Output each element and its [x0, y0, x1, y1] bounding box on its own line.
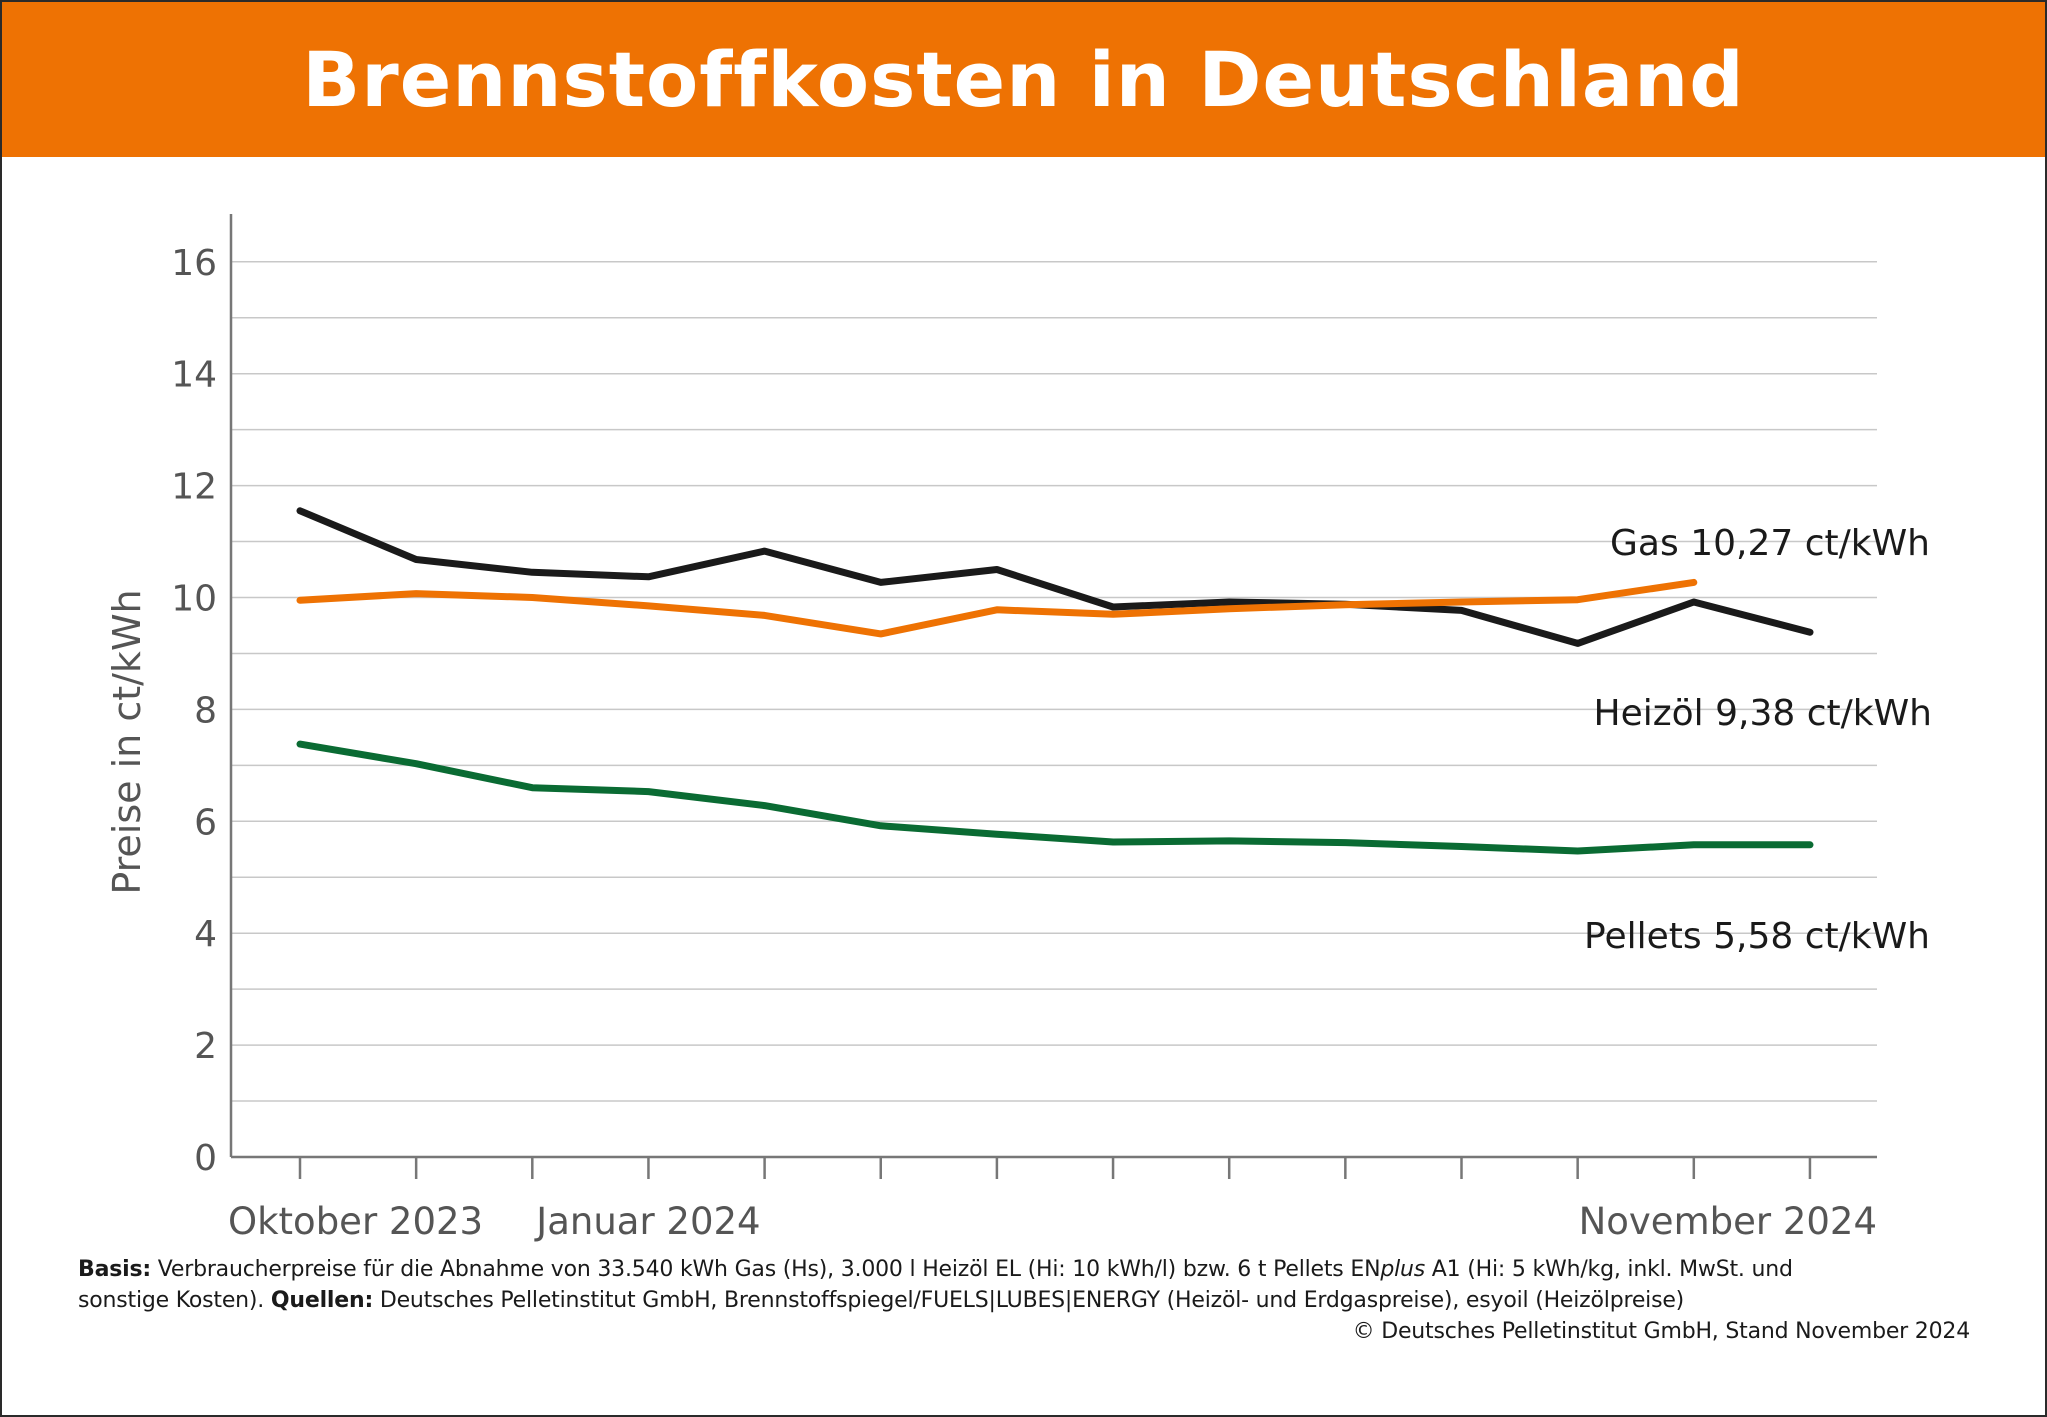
y-tick-label: 4: [194, 914, 217, 955]
title-banner: Brennstoffkosten in Deutschland: [2, 2, 2045, 157]
x-tick-label: Januar 2024: [534, 1200, 760, 1243]
y-tick-label: 0: [194, 1138, 217, 1179]
axis-layer: 0 2 4 6 8 10 12 14 16 Preise in ct/kWh Oktober 202…: [105, 214, 1877, 1243]
basis-text-2: A1 (Hi: 5 kWh/kg, inkl. MwSt. und: [1425, 1257, 1793, 1282]
series-name: Pellets: [1584, 916, 1713, 957]
series-line-heizl: [296, 507, 1814, 647]
basis-text: Verbraucherpreise für die Abnahme von 33…: [157, 1257, 1381, 1282]
series-line-gas: [296, 578, 1698, 638]
footnote-basis-line: Basis: Verbraucherpreise für die Abnahme…: [78, 1254, 1970, 1285]
label-layer: Heizöl 9,38 ct/kWh Gas 10,27 ct/kWh Pellet…: [1584, 523, 1932, 957]
page-title: Brennstoffkosten in Deutschland: [302, 35, 1745, 124]
series-name: Heizöl: [1594, 693, 1716, 734]
basis-text-3: sonstige Kosten).: [78, 1288, 271, 1313]
y-tick-label: 16: [171, 243, 217, 284]
y-axis-title: Preise in ct/kWh: [105, 589, 149, 894]
x-tick-label: Oktober 2023: [228, 1200, 483, 1243]
grid-layer: [231, 261, 1877, 1102]
series-value: 10,27 ct/kWh: [1690, 523, 1930, 564]
series-end-label: Gas 10,27 ct/kWh: [1610, 523, 1930, 564]
source-footnote: Basis: Verbraucherpreise für die Abnahme…: [78, 1254, 1970, 1347]
sources-label: Quellen:: [270, 1288, 374, 1313]
series-value: 5,58 ct/kWh: [1713, 916, 1930, 957]
sources-text: Deutsches Pelletinstitut GmbH, Brennstof…: [373, 1288, 1685, 1313]
footnote-sources-line: sonstige Kosten). Quellen: Deutsches Pel…: [78, 1285, 1970, 1316]
line-chart: 0 2 4 6 8 10 12 14 16 Preise in ct/kWh Oktober 202…: [105, 214, 1932, 1243]
y-tick-label: 6: [194, 802, 217, 843]
series-layer: [296, 507, 1814, 855]
y-tick-label: 14: [171, 355, 217, 396]
y-tick-label: 8: [194, 690, 217, 731]
y-tick-label: 12: [171, 467, 217, 508]
y-tick-label: 2: [194, 1026, 217, 1067]
series-end-label: Pellets 5,58 ct/kWh: [1584, 916, 1930, 957]
series-line-pellets: [296, 740, 1814, 855]
basis-label: Basis:: [78, 1257, 151, 1282]
y-tick-label: 10: [171, 579, 217, 620]
copyright-line: © Deutsches Pelletinstitut GmbH, Stand N…: [1352, 1319, 1971, 1344]
x-tick-label: November 2024: [1579, 1200, 1877, 1243]
series-name: Gas: [1610, 523, 1690, 564]
series-end-label: Heizöl 9,38 ct/kWh: [1594, 693, 1933, 734]
series-value: 9,38 ct/kWh: [1715, 693, 1932, 734]
basis-italic: plus: [1380, 1257, 1426, 1282]
